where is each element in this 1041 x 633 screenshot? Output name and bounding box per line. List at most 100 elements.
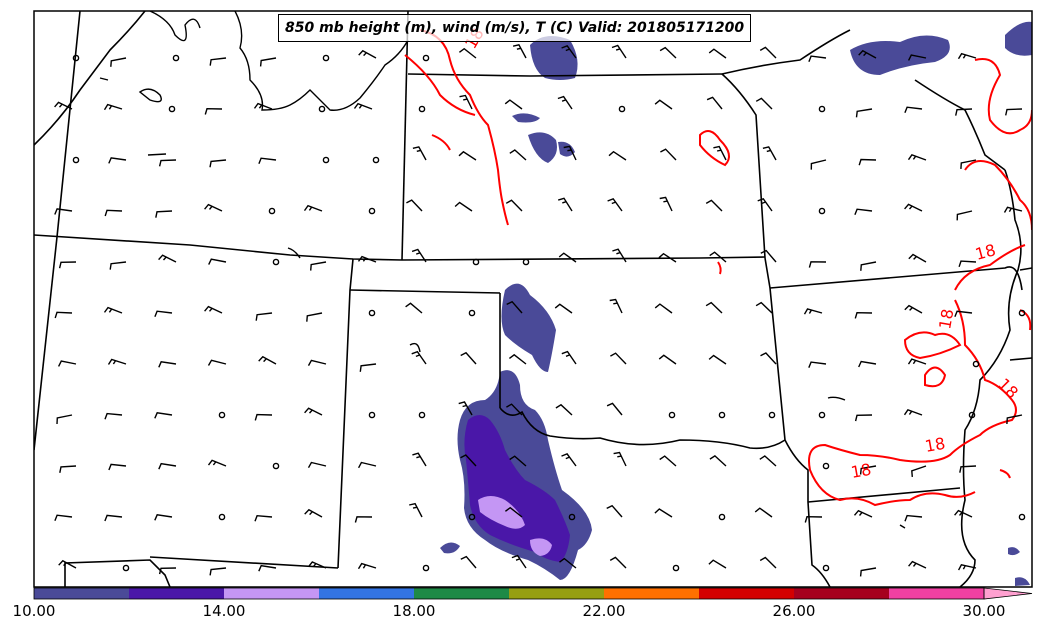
wind-barb [859, 567, 877, 577]
map-frame [33, 10, 1033, 588]
wind-barb [713, 145, 727, 161]
wind-barb [357, 461, 377, 469]
calm-wind-marker [322, 156, 330, 164]
calm-wind-marker [718, 411, 726, 419]
colorbar-segment [319, 588, 414, 599]
contour-label: 18 [935, 307, 957, 330]
wind-barb [658, 354, 677, 365]
wind-barb [158, 462, 177, 470]
calm-wind-marker [172, 54, 180, 62]
calm-wind-marker [818, 207, 826, 215]
wind-barb [904, 514, 923, 522]
calm-wind-marker [818, 411, 826, 419]
colorbar-tick-label: 26.00 [772, 602, 816, 620]
calm-wind-marker [672, 564, 680, 572]
wind-barb [608, 150, 627, 161]
wind-barb [808, 261, 827, 268]
contour-label-group: 18 18 18 18 18 18 [461, 25, 1022, 482]
calm-wind-marker [268, 207, 276, 215]
wind-barb [207, 459, 227, 467]
wind-barb [459, 94, 473, 110]
shading-texas-panhandle-core [464, 415, 570, 562]
wind-barb [858, 360, 877, 368]
wind-barb [54, 514, 73, 521]
colorbar-tick-label: 30.00 [962, 602, 1006, 620]
wind-barb [358, 49, 377, 59]
colorbar-extend-arrow [983, 587, 1033, 600]
colorbar-segment [414, 588, 509, 599]
wind-barb [458, 47, 477, 59]
wind-barb [104, 412, 123, 420]
colorbar [33, 587, 1033, 600]
wind-barb [104, 514, 123, 522]
wind-barb [762, 146, 777, 161]
wind-barb [158, 567, 177, 575]
wind-barb [705, 199, 723, 212]
wind-barb [306, 312, 323, 322]
wind-barb [955, 108, 973, 116]
calm-wind-marker [72, 54, 80, 62]
calm-wind-marker [368, 207, 376, 215]
wind-barb [158, 159, 177, 167]
wind-barb [204, 203, 223, 212]
border-oklahoma-east [764, 257, 786, 441]
border-nebraska-iowa [721, 29, 851, 75]
wind-barb [908, 253, 927, 263]
shading-nebraska-east [850, 35, 950, 75]
wind-barb [760, 352, 777, 365]
wind-barb [754, 507, 773, 518]
border-illinois-tennessee [1019, 267, 1032, 271]
wind-barb [509, 149, 527, 161]
wind-barb [612, 248, 627, 263]
wind-barb [354, 516, 373, 523]
wind-barb [561, 453, 577, 467]
wind-barb [310, 261, 327, 271]
wind-barb [561, 350, 577, 365]
wind-barb [903, 409, 923, 416]
colorbar-segment [34, 588, 129, 599]
wind-barb [804, 515, 823, 523]
border-oklahoma-panhandle-north [349, 289, 501, 294]
wind-barb [1003, 206, 1023, 213]
wind-barb [458, 150, 477, 161]
wind-barb [406, 199, 423, 212]
wind-barb [359, 363, 377, 372]
wind-barb [613, 451, 627, 467]
wind-barb [209, 567, 227, 576]
wind-barb [103, 103, 123, 111]
wind-barb [303, 204, 323, 212]
colorbar-tick-label: 14.00 [202, 602, 246, 620]
calm-wind-marker [318, 105, 326, 113]
wind-barb [957, 52, 977, 60]
wind-barb [759, 46, 777, 59]
wind-barb [659, 455, 677, 467]
colorbar-segment [604, 588, 699, 599]
wind-barb [154, 310, 173, 318]
wind-barb [554, 303, 573, 314]
wind-barb [557, 95, 573, 110]
border-idaho [34, 11, 146, 146]
wind-barb [405, 302, 423, 314]
temperature-contours [404, 29, 1032, 507]
calm-wind-marker [72, 156, 80, 164]
wind-speed-shading [440, 21, 1032, 586]
wind-barb [705, 301, 723, 314]
wind-barb [208, 258, 227, 265]
wind-barb [154, 514, 173, 521]
wind-barb [511, 554, 527, 569]
wind-barb [954, 310, 973, 318]
colorbar-segment [129, 588, 224, 599]
wind-barb [255, 312, 273, 321]
calm-wind-marker [468, 513, 476, 521]
wind-barb [411, 350, 427, 365]
wind-barb [607, 197, 623, 212]
shading-kansas-4 [558, 141, 575, 157]
wind-barb [54, 208, 73, 215]
calm-wind-marker [418, 411, 426, 419]
wind-barb [957, 564, 977, 571]
wind-barb [709, 455, 727, 467]
colorbar-tick-label: 18.00 [392, 602, 436, 620]
shading-texas-panhandle-max2 [530, 538, 552, 556]
calm-wind-marker [368, 309, 376, 317]
border-north-of-colorado [34, 234, 766, 261]
